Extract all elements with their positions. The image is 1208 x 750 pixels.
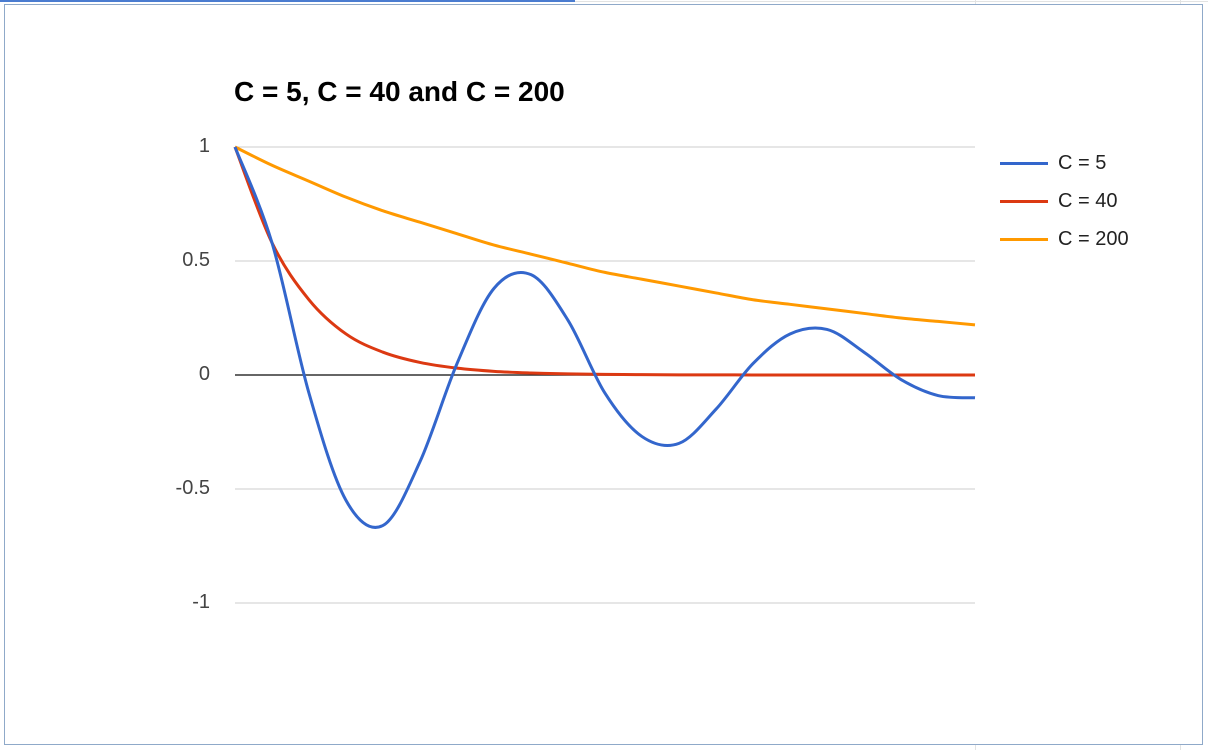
legend-swatch xyxy=(1000,161,1048,165)
chart-legend: C = 5 C = 40 C = 200 xyxy=(1000,144,1129,258)
legend-item[interactable]: C = 5 xyxy=(1000,144,1129,182)
y-tick-label: 1 xyxy=(198,135,210,157)
sheet-gridline xyxy=(0,1,1208,2)
legend-label: C = 5 xyxy=(1058,151,1107,174)
series-line-0[interactable] xyxy=(233,146,976,529)
legend-swatch xyxy=(1000,237,1048,241)
legend-label: C = 200 xyxy=(1058,227,1129,250)
series-line-1[interactable] xyxy=(233,146,975,377)
y-tick-label: 0.5 xyxy=(182,249,210,271)
y-tick-label: -0.5 xyxy=(175,477,210,499)
legend-item[interactable]: C = 200 xyxy=(1000,220,1129,258)
legend-label: C = 40 xyxy=(1058,189,1118,212)
chart-title: C = 5, C = 40 and C = 200 xyxy=(234,76,565,107)
series-line-2[interactable] xyxy=(234,145,976,327)
y-tick-label: 0 xyxy=(198,363,210,385)
legend-item[interactable]: C = 40 xyxy=(1000,182,1129,220)
y-tick-label: -1 xyxy=(192,591,210,613)
selection-highlight xyxy=(0,0,575,2)
legend-swatch xyxy=(1000,199,1048,203)
